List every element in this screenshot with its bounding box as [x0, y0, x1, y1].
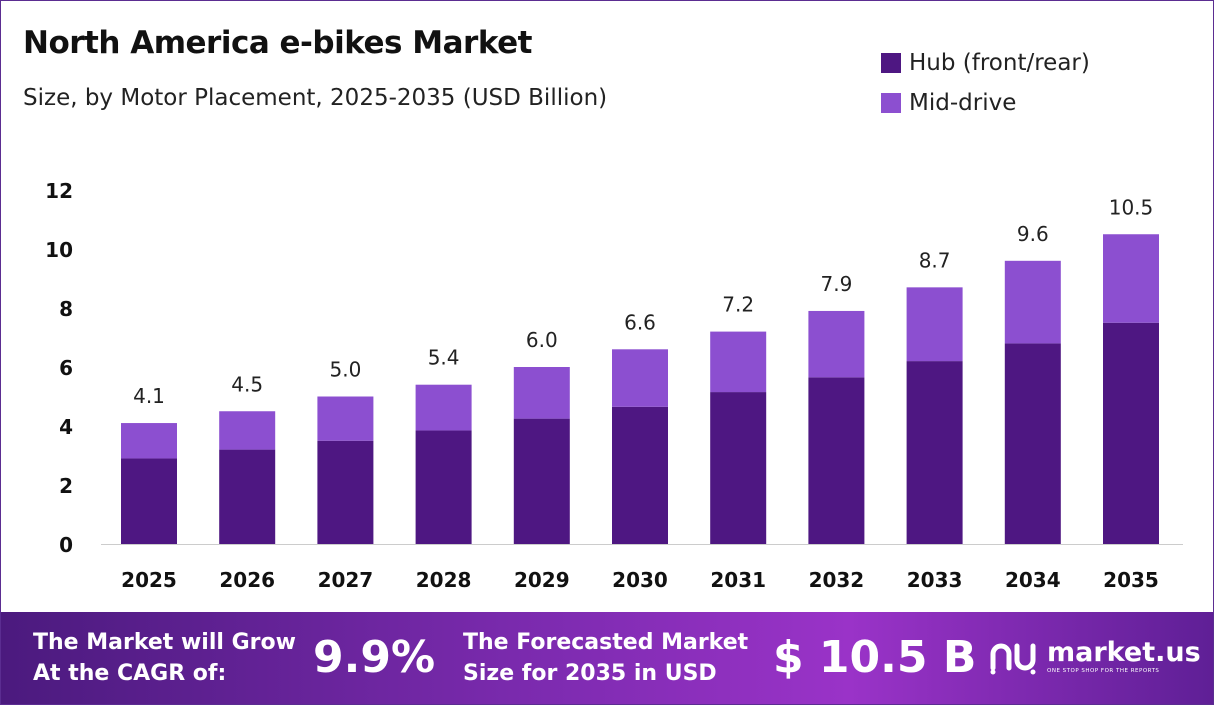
market-us-logo: market.us ONE STOP SHOP FOR THE REPORTS	[989, 638, 1201, 676]
bar-mid-drive	[612, 349, 668, 407]
bar-mid-drive	[513, 367, 570, 419]
x-tick-label: 2032	[809, 568, 865, 592]
bar-total-label: 6.6	[624, 310, 656, 334]
market-us-wordmark: market.us ONE STOP SHOP FOR THE REPORTS	[1047, 639, 1201, 675]
y-tick-label: 4	[59, 415, 73, 439]
bar-mid-drive	[906, 287, 963, 362]
x-tick-label: 2028	[416, 568, 472, 592]
legend: Hub (front/rear) Mid-drive	[881, 43, 1090, 123]
legend-swatch-mid-drive	[881, 93, 901, 113]
legend-label-mid-drive: Mid-drive	[909, 90, 1017, 116]
bar-total-label: 10.5	[1109, 195, 1154, 219]
cagr-label-line2: At the CAGR of:	[33, 661, 227, 686]
bar-mid-drive	[1004, 260, 1061, 344]
bar-mid-drive	[808, 310, 865, 378]
bar-hub	[808, 377, 865, 544]
bar-total-label: 5.0	[329, 358, 361, 382]
x-tick-label: 2029	[514, 568, 570, 592]
bar-hub	[1004, 343, 1061, 544]
bar-total-label: 4.1	[133, 384, 165, 408]
y-tick-label: 2	[59, 474, 73, 498]
chart-subtitle: Size, by Motor Placement, 2025-2035 (USD…	[23, 85, 608, 111]
bar-mid-drive	[219, 411, 276, 450]
forecast-label-line2: Size for 2035 in USD	[463, 661, 717, 686]
bar-chart: 0 2 4 6 8 10 12 4.1 2025 4.5 2026 5.0 2027 5.4 2028 6.0…	[45, 179, 1183, 592]
bar-hub	[710, 392, 767, 544]
logo-tagline: ONE STOP SHOP FOR THE REPORTS	[1047, 668, 1160, 674]
y-tick-label: 0	[59, 533, 73, 557]
forecast-label-line1: The Forecasted Market	[463, 630, 749, 655]
legend-swatch-hub	[881, 53, 901, 73]
x-tick-label: 2025	[121, 568, 177, 592]
cagr-label-line1: The Market will Grow	[33, 630, 296, 655]
cagr-value: 9.9%	[313, 632, 436, 683]
y-tick-label: 10	[45, 238, 73, 262]
legend-item-mid-drive: Mid-drive	[881, 83, 1090, 123]
y-tick-label: 6	[59, 356, 73, 380]
bar-total-label: 6.0	[526, 328, 558, 352]
bar-hub	[317, 440, 374, 544]
market-us-logo-icon	[990, 643, 1036, 675]
y-tick-label: 12	[45, 179, 73, 203]
bar-total-label: 9.6	[1017, 222, 1049, 246]
bar-hub	[415, 430, 472, 544]
bar-mid-drive	[317, 396, 374, 441]
bar-hub	[219, 449, 276, 544]
x-tick-label: 2026	[219, 568, 275, 592]
x-tick-label: 2035	[1103, 568, 1159, 592]
bar-mid-drive	[121, 423, 177, 459]
bar-total-label: 8.7	[919, 248, 951, 272]
x-tick-label: 2027	[318, 568, 374, 592]
y-tick-label: 8	[59, 297, 73, 321]
bar-hub	[121, 458, 177, 544]
cagr-label: The Market will Grow At the CAGR of:	[33, 627, 296, 689]
x-tick-label: 2033	[907, 568, 963, 592]
bar-total-label: 5.4	[428, 346, 460, 370]
bar-hub	[612, 406, 668, 544]
bar-total-label: 7.9	[820, 272, 852, 296]
legend-item-hub: Hub (front/rear)	[881, 43, 1090, 83]
summary-banner: The Market will Grow At the CAGR of: 9.9…	[1, 612, 1213, 704]
logo-name: market.us	[1047, 637, 1201, 668]
forecast-label: The Forecasted Market Size for 2035 in U…	[463, 627, 748, 689]
bar-total-label: 4.5	[231, 372, 263, 396]
bar-mid-drive	[1103, 234, 1159, 323]
bar-hub	[1103, 322, 1159, 544]
bar-hub	[513, 418, 570, 544]
bar-mid-drive	[710, 331, 767, 393]
x-tick-label: 2034	[1005, 568, 1061, 592]
x-tick-label: 2030	[612, 568, 668, 592]
bar-mid-drive	[415, 384, 472, 431]
bar-hub	[906, 361, 963, 544]
chart-title: North America e-bikes Market	[23, 25, 532, 61]
forecast-value: $ 10.5 B	[773, 632, 977, 683]
legend-label-hub: Hub (front/rear)	[909, 50, 1090, 76]
x-tick-label: 2031	[710, 568, 766, 592]
bar-total-label: 7.2	[722, 293, 754, 317]
